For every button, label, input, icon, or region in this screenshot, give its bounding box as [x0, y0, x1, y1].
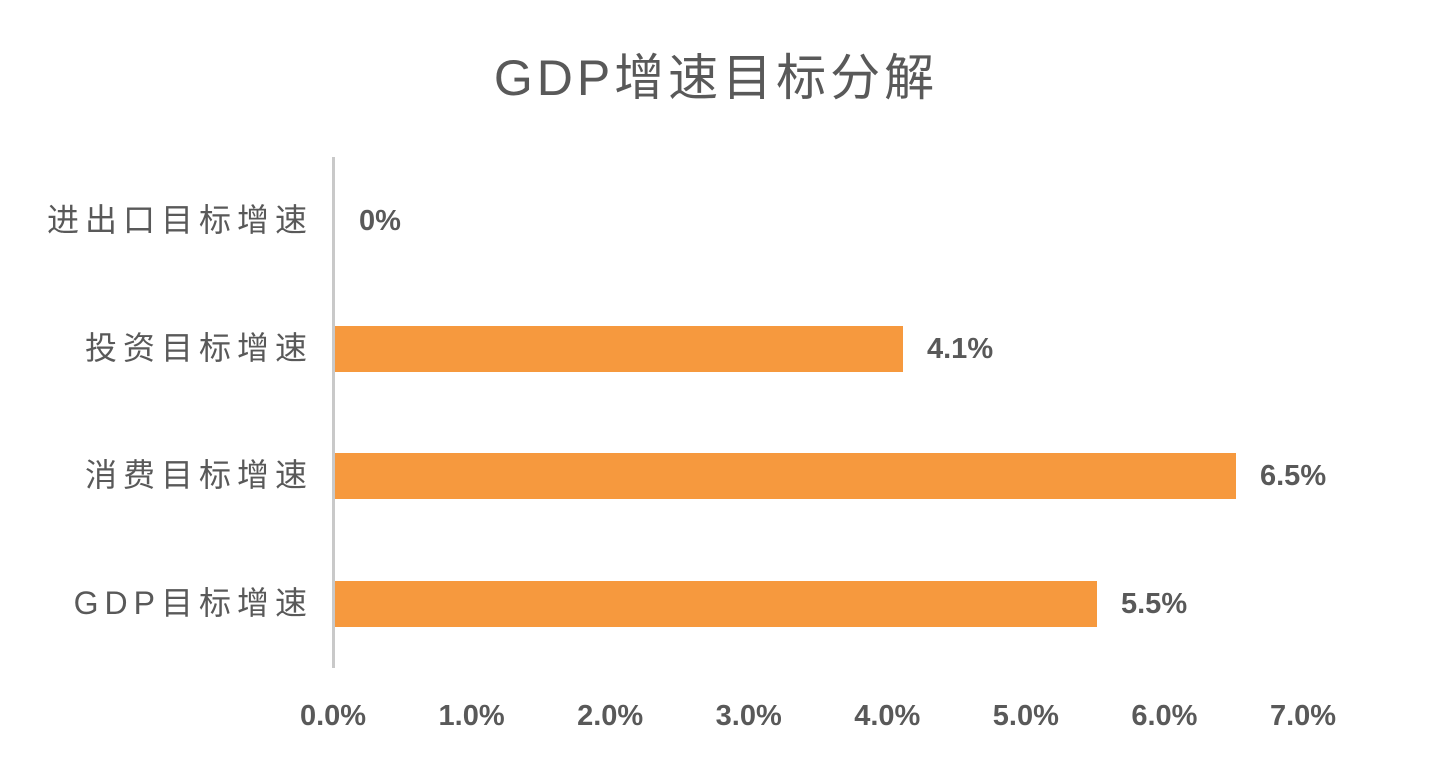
value-label: 4.1% [927, 332, 994, 365]
bar [335, 325, 903, 372]
y-axis-line [332, 157, 335, 668]
category-label: 进出口目标增速 [46, 201, 313, 238]
x-axis-tick-label: 1.0% [438, 700, 505, 732]
value-label: 5.5% [1121, 588, 1188, 621]
category-label: 消费目标增速 [84, 457, 313, 494]
category-label: 投资目标增速 [84, 329, 313, 366]
x-axis-tick-label: 5.0% [992, 700, 1059, 732]
value-label: 6.5% [1260, 460, 1327, 493]
x-axis-tick-label: 4.0% [854, 700, 921, 732]
x-axis-tick-label: 2.0% [577, 700, 644, 732]
x-axis-tick-label: 0.0% [299, 700, 367, 732]
value-label: 0% [359, 204, 401, 237]
bar [335, 453, 1236, 500]
category-label: GDP目标增速 [73, 585, 313, 622]
x-axis-tick-label: 7.0% [1269, 700, 1337, 732]
x-axis-tick-label: 3.0% [715, 700, 782, 732]
bar [335, 581, 1097, 628]
chart-title: GDP增速目标分解 [493, 50, 939, 106]
x-axis-tick-label: 6.0% [1131, 700, 1198, 732]
